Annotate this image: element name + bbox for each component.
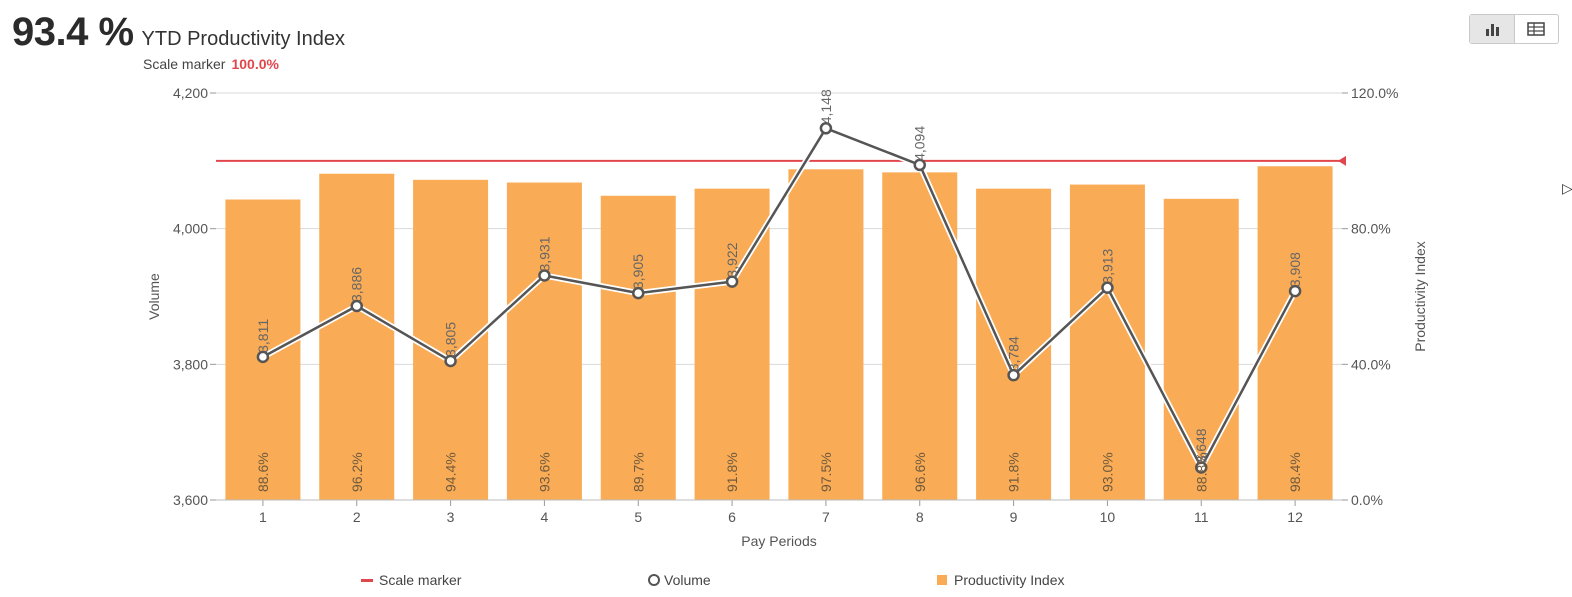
y2-tick-label: 120.0% [1351, 85, 1398, 101]
volume-data-label: 3,805 [443, 322, 459, 357]
x-tick-label: 10 [1100, 509, 1116, 525]
legend-square-swatch [937, 575, 947, 585]
bar-data-label: 93.0% [1099, 452, 1115, 492]
x-tick-label: 12 [1287, 509, 1303, 525]
legend-label-volume: Volume [664, 572, 711, 588]
volume-point [1195, 461, 1208, 474]
x-tick-label: 9 [1010, 509, 1018, 525]
legend-item-volume[interactable]: Volume [648, 572, 711, 588]
x-tick-label: 7 [822, 509, 830, 525]
x-tick-label: 5 [634, 509, 642, 525]
volume-data-label: 3,784 [1006, 336, 1022, 371]
bar [1163, 198, 1239, 500]
chart-view-button[interactable] [1470, 15, 1515, 43]
volume-point [350, 299, 363, 313]
legend-label-scale-marker: Scale marker [379, 572, 462, 588]
kpi-value: 93.4 % [12, 10, 134, 54]
bar [788, 169, 864, 500]
bar [976, 188, 1052, 500]
bar-data-label: 97.5% [818, 452, 834, 492]
legend-line-swatch [361, 578, 373, 582]
x-tick-label: 1 [259, 509, 267, 525]
y2-axis-title: Productivity Index [1412, 241, 1428, 352]
y2-tick-label: 40.0% [1351, 356, 1391, 372]
bar-chart-icon [1485, 24, 1499, 36]
volume-data-label: 3,913 [1099, 248, 1115, 283]
bar-data-label: 94.4% [443, 452, 459, 492]
bar-data-label: 91.8% [1006, 452, 1022, 492]
table-view-button[interactable] [1515, 15, 1559, 43]
volume-point [725, 275, 739, 288]
volume-point [256, 350, 270, 364]
cursor-icon: ▷ [1562, 180, 1572, 196]
x-tick-label: 4 [541, 509, 549, 525]
bar [506, 182, 582, 501]
bar-data-label: 98.4% [1287, 452, 1303, 492]
x-tick-label: 3 [447, 509, 455, 525]
legend-circle-swatch [648, 574, 660, 586]
x-tick-label: 6 [728, 509, 736, 525]
y2-tick-label: 80.0% [1351, 221, 1391, 237]
volume-point [1101, 281, 1114, 294]
chart-legend: Scale marker Volume Productivity Index [0, 572, 1572, 592]
volume-point [632, 286, 645, 300]
y-tick-label: 3,800 [173, 356, 208, 372]
kpi-header: 93.4 % YTD Productivity Index [12, 10, 345, 55]
bar [1257, 166, 1333, 500]
bar-data-label: 88.8% [1193, 452, 1209, 492]
y2-tick-label: 0.0% [1351, 492, 1383, 508]
bar [600, 195, 676, 500]
x-tick-label: 11 [1194, 509, 1209, 525]
volume-data-label: 3,886 [349, 267, 365, 302]
volume-data-label: 3,908 [1287, 252, 1303, 287]
y-tick-label: 3,600 [173, 492, 208, 508]
scale-marker-value: 100.0% [231, 56, 279, 72]
bar-data-label: 96.6% [912, 452, 928, 492]
volume-point [1007, 368, 1020, 382]
volume-data-label: 4,094 [912, 126, 928, 161]
table-icon [1527, 22, 1545, 36]
volume-data-label: 3,811 [255, 319, 271, 353]
volume-data-label: 3,931 [536, 236, 552, 271]
bar-data-label: 96.2% [349, 452, 365, 492]
x-tick-label: 2 [353, 509, 361, 525]
volume-point [444, 354, 457, 368]
volume-data-label: 3,648 [1193, 428, 1209, 463]
bar-data-label: 91.8% [724, 452, 740, 492]
legend-item-productivity[interactable]: Productivity Index [937, 572, 1065, 588]
scale-marker-label: Scale marker [143, 56, 226, 72]
view-toggle [1469, 14, 1559, 44]
volume-data-label: 4,148 [818, 89, 834, 124]
volume-point [819, 122, 833, 135]
volume-point [1288, 284, 1302, 298]
scale-marker-info: Scale marker 100.0% [143, 56, 279, 72]
volume-point [913, 158, 926, 172]
legend-label-productivity: Productivity Index [954, 572, 1065, 588]
bar [319, 173, 395, 500]
scale-marker-handle [1338, 155, 1346, 166]
volume-point [538, 269, 551, 282]
x-tick-label: 8 [916, 509, 924, 525]
bar [1069, 184, 1145, 500]
y-tick-label: 4,200 [173, 85, 208, 101]
kpi-title: YTD Productivity Index [141, 28, 345, 50]
y-tick-label: 4,000 [173, 221, 208, 237]
bar [225, 199, 301, 500]
y-axis-title: Volume [146, 273, 162, 320]
bar-data-label: 89.7% [630, 452, 646, 492]
bar-data-label: 88.6% [255, 452, 271, 492]
x-axis-title: Pay Periods [741, 533, 816, 549]
volume-data-label: 3,922 [724, 242, 740, 277]
legend-item-scale-marker[interactable]: Scale marker [361, 572, 461, 588]
volume-line [262, 127, 1297, 469]
volume-data-label: 3,905 [630, 254, 646, 289]
bar-data-label: 93.6% [536, 452, 552, 492]
